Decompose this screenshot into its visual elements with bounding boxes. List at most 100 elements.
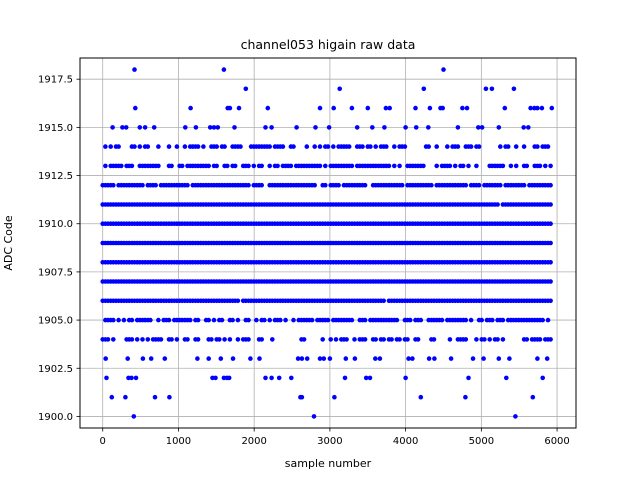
plot-frame [79, 57, 577, 429]
data-point [548, 163, 553, 169]
data-point [528, 105, 533, 111]
data-point [413, 105, 418, 111]
data-point [429, 182, 434, 188]
data-point [354, 125, 360, 130]
data-point [207, 125, 213, 130]
data-point [235, 337, 241, 342]
data-point [140, 356, 146, 361]
data-point [463, 394, 468, 400]
data-point [195, 317, 201, 323]
data-point [521, 144, 527, 149]
data-point [317, 163, 323, 169]
data-point [447, 163, 453, 169]
data-point [432, 356, 437, 361]
data-point [342, 375, 348, 381]
data-point [278, 317, 283, 323]
data-point [535, 105, 540, 111]
data-point [468, 144, 474, 149]
y-tick-label: 1915.0 [38, 123, 73, 134]
data-point [344, 337, 349, 342]
x-tick-label: 6000 [544, 436, 569, 447]
data-point [403, 375, 408, 381]
data-point [313, 125, 318, 130]
x-tick-label: 4000 [393, 436, 418, 447]
data-point [463, 337, 469, 342]
data-point [134, 337, 140, 342]
data-point [226, 375, 232, 381]
data-point [246, 182, 251, 188]
y-tick-label: 1907.5 [38, 267, 73, 278]
data-point [363, 375, 369, 381]
data-point [283, 317, 288, 323]
data-point [218, 356, 224, 361]
data-point [259, 163, 265, 169]
data-point [219, 317, 225, 323]
data-point [498, 144, 503, 149]
x-axis: 0 1000 2000 3000 4000 5000 6000 [100, 428, 570, 447]
data-point [251, 163, 257, 169]
data-point [352, 356, 358, 361]
data-point [230, 356, 236, 361]
data-point [185, 182, 190, 188]
data-point [312, 144, 318, 149]
data-point [236, 105, 242, 111]
data-point [362, 182, 368, 188]
data-point [496, 125, 502, 130]
data-point [513, 163, 519, 169]
data-point [232, 125, 237, 130]
x-tick-label: 1000 [166, 436, 191, 447]
data-point [537, 163, 543, 169]
data-point [153, 182, 158, 188]
data-point [246, 317, 251, 323]
data-point [299, 356, 305, 361]
data-point [476, 182, 482, 188]
data-point [116, 317, 121, 323]
data-point [399, 182, 405, 188]
data-point [289, 375, 294, 381]
data-point [214, 163, 219, 169]
data-point [470, 356, 476, 361]
data-point [434, 163, 440, 169]
data-point [421, 163, 426, 169]
data-point [167, 394, 172, 400]
data-point [479, 317, 485, 323]
data-point [166, 144, 172, 149]
data-point [151, 125, 157, 130]
data-point [548, 240, 553, 246]
data-point [214, 144, 219, 149]
data-point [137, 125, 143, 130]
y-axis: 1900.0 1902.5 1905.0 1907.5 1910.0 1912.5 1915… [38, 75, 80, 423]
data-point [103, 163, 108, 169]
data-point [526, 125, 531, 130]
data-point [140, 182, 145, 188]
data-point [105, 337, 111, 342]
data-point [263, 375, 268, 381]
data-point [169, 163, 174, 169]
data-point [156, 317, 161, 323]
data-point [257, 356, 262, 361]
data-point [447, 337, 453, 342]
data-point [365, 105, 371, 111]
data-point [455, 144, 461, 149]
data-point [441, 67, 446, 72]
data-point [524, 337, 530, 342]
data-point [535, 356, 540, 361]
data-point [464, 105, 470, 111]
data-point [148, 317, 153, 323]
data-point [362, 317, 368, 323]
data-point [317, 144, 323, 149]
data-point [235, 298, 241, 304]
data-point [259, 337, 265, 342]
data-point [392, 163, 397, 169]
data-point [211, 125, 217, 130]
data-point [129, 163, 135, 169]
data-point [474, 337, 479, 342]
data-point [262, 317, 267, 323]
data-point [511, 86, 517, 92]
data-point [137, 144, 143, 149]
data-point [129, 375, 134, 381]
data-point [381, 337, 387, 342]
data-point [195, 144, 201, 149]
data-point [426, 356, 432, 361]
data-point [500, 317, 506, 323]
